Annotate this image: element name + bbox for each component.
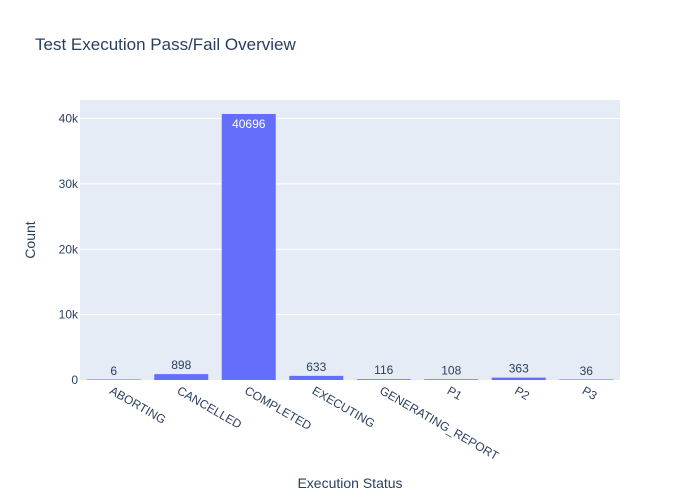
bar-p3	[559, 379, 614, 380]
y-tick-label: 10k	[59, 308, 79, 322]
y-axis-ticks: 0 10k 20k 30k 40k	[59, 112, 79, 387]
x-tick-label: CANCELLED	[175, 383, 245, 431]
x-tick-label: P2	[512, 383, 532, 403]
bar-p1	[424, 379, 479, 380]
y-tick-label: 20k	[59, 242, 79, 256]
x-tick-label: COMPLETED	[242, 383, 314, 433]
bar-value-label: 898	[171, 358, 191, 372]
gridlines	[80, 118, 620, 316]
chart-title: Test Execution Pass/Fail Overview	[35, 35, 296, 54]
bars	[86, 114, 614, 380]
bar-labels: 6 898 40696 633 116 108 363 36	[110, 117, 593, 378]
bar-value-label: 36	[580, 364, 594, 378]
bar-cancelled	[154, 374, 209, 380]
y-tick-label: 30k	[59, 177, 79, 191]
bar-generating-report	[356, 379, 411, 380]
bar-value-label: 40696	[232, 117, 266, 131]
bar-completed	[221, 114, 276, 380]
y-tick-label: 0	[71, 373, 78, 387]
x-tick-label: P3	[580, 383, 600, 403]
y-tick-label: 40k	[59, 112, 79, 126]
bar-value-label: 116	[374, 363, 393, 377]
x-axis-title: Execution Status	[297, 475, 402, 491]
bar-value-label: 363	[509, 362, 529, 376]
plot-background	[80, 100, 620, 380]
bar-value-label: 633	[306, 360, 326, 374]
bar-value-label: 6	[110, 364, 117, 378]
x-tick-label: GENERATING_REPORT	[377, 383, 501, 463]
x-tick-label: EXECUTING	[310, 383, 378, 430]
x-tick-label: P1	[445, 383, 465, 403]
bar-p2	[491, 377, 546, 380]
bar-aborting	[86, 379, 141, 380]
y-axis-title: Count	[22, 221, 38, 258]
x-tick-label: ABORTING	[107, 383, 168, 426]
bar-value-label: 108	[441, 363, 461, 377]
bar-executing	[289, 375, 344, 380]
